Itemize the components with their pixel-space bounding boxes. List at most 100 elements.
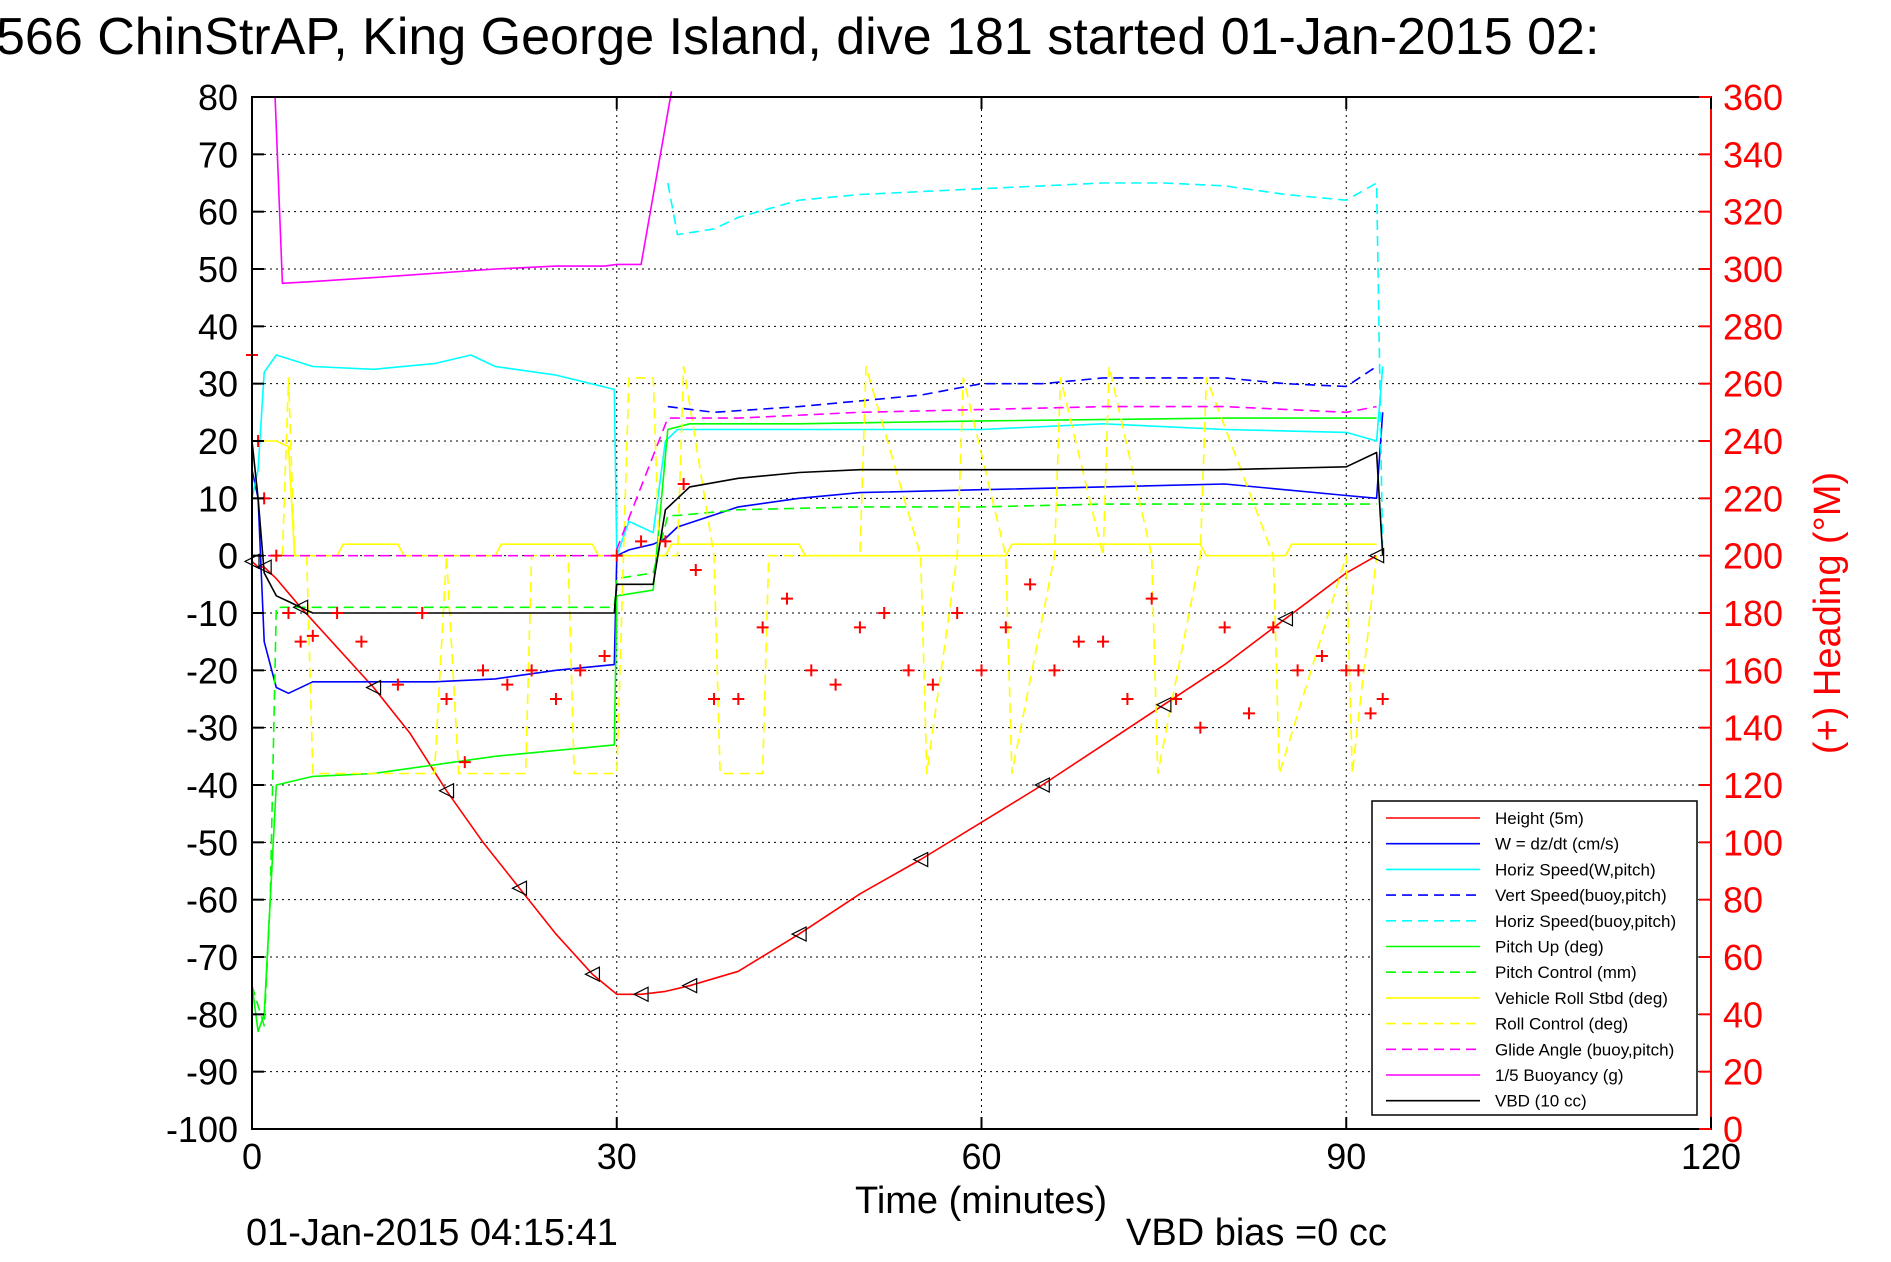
- y-right-tick-label: 60: [1723, 937, 1763, 978]
- x-tick-label: 30: [597, 1136, 637, 1177]
- y-tick-label: -60: [186, 880, 238, 921]
- heading-m-point: [1242, 707, 1255, 720]
- height-5m-marker: [511, 880, 528, 897]
- heading-m-point: [1364, 707, 1377, 720]
- y-right-tick-label: 260: [1723, 364, 1783, 405]
- y-tick-label: -50: [186, 822, 238, 863]
- heading-m-point: [805, 664, 818, 677]
- heading-m-point: [708, 693, 721, 705]
- y-right-tick-label: 20: [1723, 1052, 1763, 1093]
- heading-m-point: [282, 607, 295, 619]
- heading-m-point: [975, 664, 988, 677]
- height-5m-marker: [912, 851, 929, 868]
- legend-entry-label: VBD (10 cc): [1495, 1092, 1587, 1111]
- heading-m-point: [1340, 664, 1353, 677]
- heading-m-point: [1024, 578, 1037, 591]
- heading-m-point: [878, 607, 891, 619]
- vert-speed-buoy-pitch-line: [667, 365, 1378, 414]
- pitch-control-mm-line: [251, 503, 1377, 1027]
- footer-timestamp: 01-Jan-2015 04:15:41: [246, 1212, 618, 1254]
- y-tick-label: -30: [186, 708, 238, 749]
- y-right-tick-label: 160: [1723, 650, 1783, 691]
- y-right-tick-label: 320: [1723, 192, 1783, 233]
- heading-m-point: [1352, 664, 1365, 677]
- heading-m-point: [689, 564, 702, 576]
- y-right-tick-label: 360: [1723, 77, 1783, 118]
- height-5m-marker: [681, 977, 698, 994]
- y-right-tick-label: 120: [1723, 765, 1783, 806]
- heading-m-point: [306, 629, 319, 642]
- y-right-tick-label: 240: [1723, 421, 1783, 462]
- y-tick-label: -80: [186, 994, 238, 1035]
- w-dz-dt-cm-s-line: [251, 412, 1384, 695]
- height-5m-marker: [1155, 696, 1172, 713]
- chart-title: 566 ChinStrAP, King George Island, dive …: [0, 8, 1599, 66]
- legend-box: [1371, 800, 1698, 1116]
- height-5m-marker: [255, 559, 272, 576]
- legend-entry-label: Horiz Speed(W,pitch): [1495, 860, 1656, 879]
- height-5m-marker: [292, 599, 309, 616]
- legend: Height (5m) W = dz/dt (cm/s) Horiz Speed(W…: [1371, 800, 1698, 1116]
- series-layer: [251, 91, 1384, 1033]
- y-right-tick-label: 300: [1723, 249, 1783, 290]
- height-5m-marker: [632, 986, 649, 1003]
- heading-m-point: [1315, 650, 1328, 662]
- y-right-tick-label: 40: [1723, 994, 1763, 1035]
- y-right-tick-label: 340: [1723, 134, 1783, 175]
- height-5m-marker: [790, 926, 807, 943]
- heading-m-point: [501, 678, 514, 691]
- heading-m-point: [440, 693, 453, 705]
- x-axis-label: Time (minutes): [855, 1180, 1107, 1222]
- heading-m-point: [999, 621, 1012, 634]
- axis-ticks: 0 30 60 90 12080706050403020100-10-20-30-40-…: [166, 77, 1783, 1177]
- heading-m-point: [756, 621, 769, 634]
- height-5m-marker: [1277, 610, 1294, 627]
- heading-m-point: [391, 678, 404, 691]
- heading-m-point: [525, 664, 538, 677]
- heading-m-point: [829, 678, 842, 691]
- height-5m-marker: [1033, 777, 1050, 793]
- legend-entry-label: Horiz Speed(buoy,pitch): [1495, 912, 1676, 931]
- legend-entry-label: Glide Angle (buoy,pitch): [1495, 1040, 1674, 1059]
- y-right-tick-label: 80: [1723, 880, 1763, 921]
- x-tick-label: 120: [1681, 1136, 1741, 1177]
- height-5m-marker: [365, 679, 382, 696]
- glide-angle-buoy-pitch-line: [252, 405, 1377, 557]
- heading-m-point: [951, 607, 964, 619]
- legend-entry-label: 1/5 Buoyancy (g): [1495, 1066, 1624, 1085]
- y-right-tick-label: 180: [1723, 593, 1783, 634]
- y-tick-label: -70: [186, 937, 238, 978]
- heading-m-point: [549, 693, 562, 705]
- marker-layer: [243, 349, 1389, 1003]
- vbd-10-cc-line: [251, 440, 1384, 614]
- height-5m-line: [251, 555, 1377, 996]
- legend-entry-label: Vehicle Roll Stbd (deg): [1495, 989, 1668, 1008]
- heading-m-point: [926, 678, 939, 691]
- heading-m-point: [902, 664, 915, 677]
- heading-m-point: [1145, 592, 1158, 605]
- heading-m-point: [732, 693, 745, 705]
- y-right-tick-label: 140: [1723, 708, 1783, 749]
- heading-m-point: [610, 549, 623, 562]
- y-tick-label: 60: [198, 192, 238, 233]
- heading-m-point: [853, 621, 866, 634]
- y-right-tick-label: 100: [1723, 822, 1783, 863]
- heading-m-point: [416, 607, 429, 619]
- legend-entry-label: W = dz/dt (cm/s): [1495, 835, 1619, 854]
- vbd-bias-label: VBD bias =0 cc: [1126, 1212, 1387, 1254]
- heading-m-point: [1376, 693, 1389, 705]
- y-tick-label: 0: [218, 536, 238, 577]
- heading-m-point: [1170, 693, 1183, 705]
- y-tick-label: 10: [198, 478, 238, 519]
- legend-entry-label: Vert Speed(buoy,pitch): [1495, 886, 1667, 905]
- heading-m-point: [1194, 721, 1207, 734]
- horiz-speed-w-pitch-line: [251, 354, 1384, 557]
- height-5m-marker: [438, 782, 455, 799]
- heading-m-point: [635, 535, 648, 548]
- y-tick-label: 70: [198, 134, 238, 175]
- legend-entry-label: Pitch Control (mm): [1495, 963, 1637, 982]
- y-tick-label: 80: [198, 77, 238, 118]
- y-tick-label: -40: [186, 765, 238, 806]
- heading-m-point: [477, 664, 490, 677]
- heading-m-point: [1121, 693, 1134, 705]
